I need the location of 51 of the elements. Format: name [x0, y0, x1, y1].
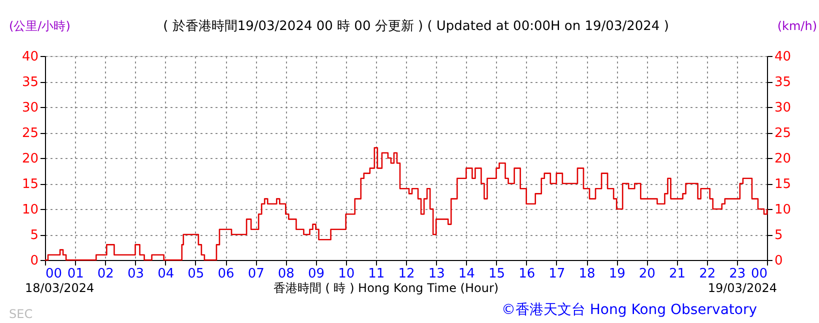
y2-tick-label: 0	[774, 254, 783, 268]
x-tick-label: 17	[548, 266, 566, 282]
text: ©香港天文台 Hong Kong Observatory	[501, 302, 757, 318]
y2-tick-label: 10	[774, 202, 792, 218]
x-tick-label: 04	[158, 266, 174, 282]
x-tick-label: 01	[67, 266, 84, 282]
x-tick-label: 07	[248, 266, 264, 282]
x-tick-label: 22	[699, 266, 716, 282]
y-tick-label: 15	[22, 177, 38, 192]
x-tick-label: 16	[518, 266, 536, 282]
y2-tick-label: 25	[774, 126, 792, 141]
x-tick-label: 00	[750, 266, 768, 282]
x-tick-label: 14	[458, 266, 475, 282]
y2-tick-label: 40	[774, 50, 792, 64]
x-tick-label: 02	[97, 266, 114, 282]
y2-tick-label: 15	[774, 177, 792, 192]
y2-axis-title: (km/h)	[777, 19, 817, 33]
chart-title: ( 於香港時間19/03/2024 00 時 00 分更新 ) ( Updated at 00:00H on 19/03/2024 )	[163, 19, 669, 34]
x-tick-label: 08	[278, 266, 294, 282]
y2-tick-label: 5	[774, 228, 783, 243]
x-tick-label: 00	[46, 266, 62, 282]
text: 19/03/2024	[708, 281, 777, 295]
y-tick-label: 0	[30, 254, 38, 268]
x-tick-label: 15	[488, 266, 506, 282]
x-tick-label: 03	[127, 266, 144, 282]
x-tick-label: 19	[608, 266, 626, 282]
text: 18/03/2024	[25, 281, 94, 295]
y-tick-label: 40	[22, 50, 38, 64]
x-tick-label: 06	[218, 266, 234, 282]
y-tick-label: 20	[22, 152, 38, 166]
y-axis-title: (公里/小時)	[9, 19, 70, 33]
x-tick-label: 12	[398, 266, 415, 282]
x-tick-label: 20	[638, 266, 656, 282]
y-tick-label: 25	[22, 126, 38, 141]
y-tick-label: 5	[30, 228, 38, 243]
x-tick-label: 21	[668, 266, 686, 282]
x-tick-label: 10	[338, 266, 355, 282]
y2-tick-label: 20	[774, 152, 792, 166]
x-tick-label: 18	[578, 266, 596, 282]
x-tick-label: 05	[188, 266, 204, 282]
y-tick-label: 35	[22, 75, 38, 90]
x-tick-label: 13	[428, 266, 445, 282]
y-tick-label: 10	[22, 202, 38, 218]
x-tick-label: 11	[368, 266, 385, 282]
x-tick-label: 09	[308, 266, 325, 282]
y2-tick-label: 30	[774, 100, 792, 116]
y2-tick-label: 35	[774, 75, 792, 90]
text: SEC	[9, 307, 33, 321]
x-tick-label: 23	[729, 266, 746, 282]
y-tick-label: 30	[22, 100, 38, 116]
x-axis-title: 香港時間 ( 時 ) Hong Kong Time (Hour)	[273, 281, 499, 295]
